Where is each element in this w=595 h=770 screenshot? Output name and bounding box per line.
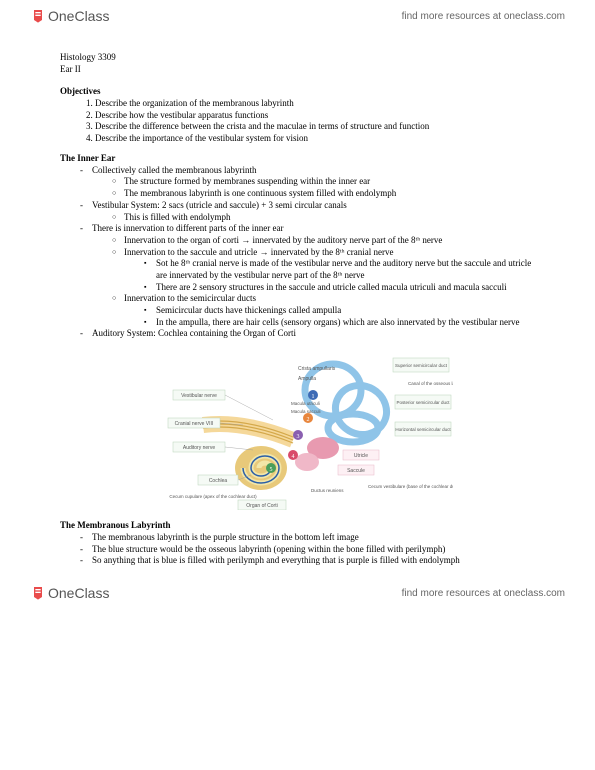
footer-tagline: find more resources at oneclass.com [402, 588, 565, 599]
label-macula-utriculi: Macula utriculi [291, 401, 320, 406]
list-item: Collectively called the membranous labyr… [80, 165, 535, 200]
objective-item: Describe the organization of the membran… [95, 98, 535, 110]
brand-name: OneClass [48, 8, 109, 24]
list-item: There is innervation to different parts … [80, 223, 535, 328]
page-footer: OneClass find more resources at oneclass… [0, 577, 595, 609]
brand-logo: OneClass [30, 8, 109, 24]
label-cochlea: Cochlea [208, 478, 227, 484]
label-auditory-nerve: Auditory nerve [182, 445, 214, 451]
label-saccule: Saccule [347, 468, 365, 474]
list-item: Innervation to the organ of corti → inne… [112, 235, 535, 247]
label-crista: Crista ampullaris [298, 366, 336, 372]
list-item: There are 2 sensory structures in the sa… [144, 282, 535, 294]
header-tagline: find more resources at oneclass.com [402, 11, 565, 22]
cochlea-shape [235, 446, 287, 490]
list-text: Collectively called the membranous labyr… [92, 165, 256, 175]
brand-name-footer: OneClass [48, 585, 109, 601]
page-header: OneClass find more resources at oneclass… [0, 0, 595, 32]
objective-item: Describe how the vestibular apparatus fu… [95, 110, 535, 122]
course-code: Histology 3309 [60, 52, 535, 62]
list-text: Innervation to the semicircular ducts [124, 293, 256, 303]
svg-text:1: 1 [311, 394, 314, 400]
inner-ear-heading: The Inner Ear [60, 153, 535, 163]
list-item: Innervation to the semicircular ducts Se… [112, 293, 535, 328]
list-item: The structure formed by membranes suspen… [112, 176, 535, 188]
list-text: Innervation to the saccule and utricle →… [124, 247, 394, 257]
label-canal-osseous: Canal of the osseous labyrinth [408, 381, 453, 386]
list-item: The membranous labyrinth is one continuo… [112, 188, 535, 200]
oneclass-icon [30, 585, 46, 601]
label-cecum-vest: Cecum vestibulare (base of the cochlear … [368, 484, 453, 489]
label-macula-sacculi: Macula sacculi [291, 409, 321, 414]
svg-text:3: 3 [296, 434, 299, 440]
svg-text:4: 4 [291, 454, 294, 460]
inner-ear-diagram: 1 2 3 4 5 Vestibular nerve Cranial nerve… [143, 350, 453, 510]
label-cranial-nerve: Cranial nerve VIII [174, 421, 213, 427]
membranous-heading: The Membranous Labyrinth [60, 520, 535, 530]
label-utricle: Utricle [353, 453, 367, 459]
list-item: Vestibular System: 2 sacs (utricle and s… [80, 200, 535, 223]
saccule-shape [295, 453, 319, 471]
label-superior-duct: Superior semicircular duct [394, 363, 447, 368]
label-horizontal-duct: Horizontal semicircular duct [395, 427, 451, 432]
list-item: So anything that is blue is filled with … [80, 555, 535, 567]
label-cecum-cupulare: Cecum cupulare (apex of the cochlear duc… [169, 494, 257, 499]
list-text: There is innervation to different parts … [92, 223, 284, 233]
oneclass-icon [30, 8, 46, 24]
list-item: The blue structure would be the osseous … [80, 544, 535, 556]
brand-logo-footer: OneClass [30, 585, 109, 601]
list-item: In the ampulla, there are hair cells (se… [144, 317, 535, 329]
membranous-list: The membranous labyrinth is the purple s… [80, 532, 535, 567]
list-item: This is filled with endolymph [112, 212, 535, 224]
list-item: Innervation to the saccule and utricle →… [112, 247, 535, 294]
svg-text:2: 2 [306, 417, 309, 423]
objectives-heading: Objectives [60, 86, 535, 96]
label-ampulla: Ampulla [298, 376, 316, 382]
label-ductus: Ductus reuniens [311, 488, 344, 493]
list-text: Vestibular System: 2 sacs (utricle and s… [92, 200, 347, 210]
list-item: Sot he 8ᵗʰ cranial nerve is made of the … [144, 258, 535, 281]
svg-text:5: 5 [269, 467, 272, 473]
list-item: Semicircular ducts have thickenings call… [144, 305, 535, 317]
label-organ-corti: Organ of Corti [246, 503, 277, 509]
diagram-container: 1 2 3 4 5 Vestibular nerve Cranial nerve… [60, 350, 535, 510]
list-item: The membranous labyrinth is the purple s… [80, 532, 535, 544]
objectives-list: Describe the organization of the membran… [95, 98, 535, 145]
list-item: Auditory System: Cochlea containing the … [80, 328, 535, 340]
label-vestibular-nerve: Vestibular nerve [181, 393, 217, 399]
document-content: Histology 3309 Ear II Objectives Describ… [0, 32, 595, 577]
objective-item: Describe the importance of the vestibula… [95, 133, 535, 145]
objective-item: Describe the difference between the cris… [95, 121, 535, 133]
lecture-title: Ear II [60, 64, 535, 74]
label-posterior-duct: Posterior semicircular duct [396, 400, 450, 405]
inner-ear-list: Collectively called the membranous labyr… [80, 165, 535, 340]
